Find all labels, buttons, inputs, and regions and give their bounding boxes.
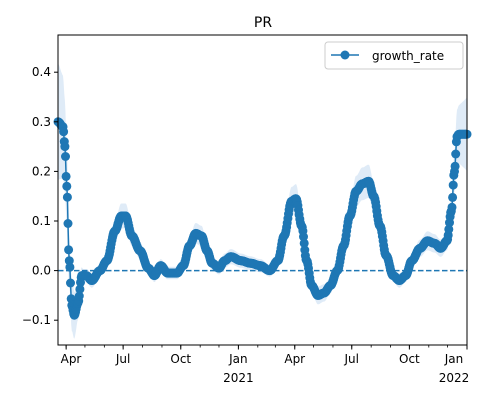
data-point	[448, 192, 458, 202]
data-point	[62, 192, 72, 202]
y-tick-label: 0.2	[32, 164, 51, 178]
data-point	[450, 161, 460, 171]
data-point	[60, 142, 70, 152]
data-point	[59, 127, 69, 137]
y-tick-label: 0.3	[32, 115, 51, 129]
data-point	[447, 202, 457, 212]
y-tick-label: −0.1	[22, 313, 51, 327]
y-tick-label: 0.0	[32, 264, 51, 278]
data-point	[65, 262, 75, 272]
legend-marker-growth_rate	[340, 50, 350, 60]
data-point	[74, 291, 84, 301]
x-tick-label: Jan	[444, 352, 464, 366]
data-point	[62, 181, 72, 191]
data-point	[63, 219, 73, 228]
series-layer	[53, 117, 472, 320]
data-point	[299, 238, 309, 248]
plot-frame	[57, 34, 468, 346]
x-axis: Apr Jul Oct Jan 2021 Apr Jul Oct Jan 2022	[61, 345, 470, 385]
x-tick-label: Oct	[399, 352, 420, 366]
x-tick-label: Apr	[284, 352, 305, 366]
data-point	[61, 171, 71, 181]
x-tick-year-label: 2021	[223, 371, 254, 385]
y-tick-label: 0.1	[32, 214, 51, 228]
chart-title: PR	[254, 15, 272, 31]
data-point	[66, 294, 76, 304]
legend-label-growth_rate: growth_rate	[372, 49, 444, 63]
data-point	[64, 245, 74, 255]
y-axis: −0.1 0.0 0.1 0.2 0.3 0.4	[22, 65, 58, 327]
data-point	[61, 152, 70, 161]
data-point	[451, 149, 461, 159]
data-point	[64, 256, 74, 266]
x-tick-label: Jul	[115, 352, 130, 366]
data-point	[66, 278, 75, 288]
x-tick-label: Jan	[228, 352, 248, 366]
y-tick-label: 0.4	[32, 65, 51, 79]
data-point	[75, 284, 85, 294]
x-tick-year-label: 2022	[439, 371, 470, 385]
x-tick-label: Apr	[61, 352, 82, 366]
x-tick-label: Oct	[170, 352, 191, 366]
legend: growth_rate	[324, 41, 464, 70]
legend-box	[324, 41, 464, 70]
data-point	[444, 224, 454, 234]
data-point	[299, 232, 308, 242]
data-point	[448, 180, 458, 190]
x-tick-label: Jul	[344, 352, 359, 366]
